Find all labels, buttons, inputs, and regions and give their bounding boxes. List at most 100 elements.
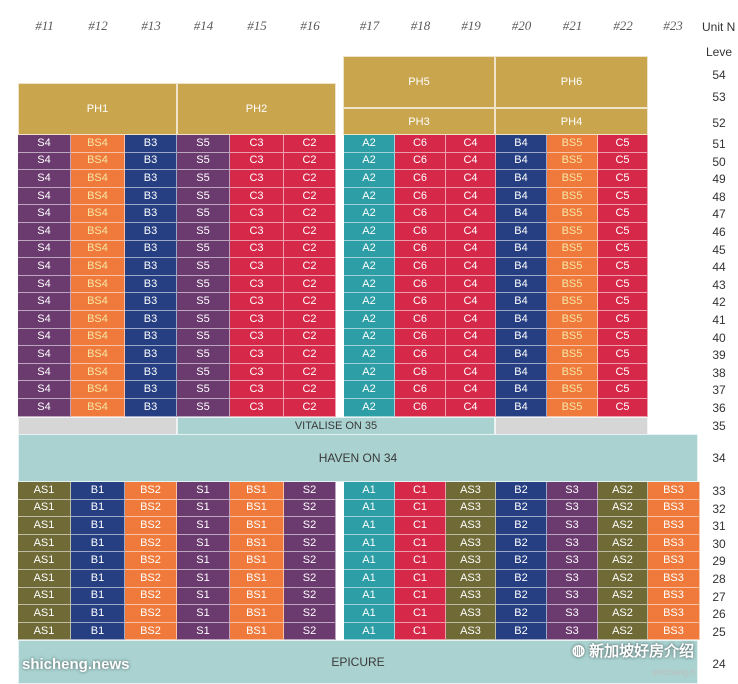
unit-cell: C6 [395,152,446,171]
penthouse-ph4: PH4 [495,108,648,135]
unit-cell: B4 [496,346,547,364]
unit-cell: C2 [284,399,336,417]
unit-cell: C6 [395,223,446,241]
level-label: 29 [712,554,726,569]
unit-cell: BS5 [547,399,598,417]
unit-cell: B4 [496,293,547,311]
unit-cell: BS5 [547,152,598,171]
unit-cell: A1 [344,482,395,500]
unit-cell: AS1 [18,482,71,500]
unit-cell: S2 [284,482,336,500]
unit-cell: S1 [177,517,230,535]
unit-cell: A1 [344,605,395,623]
unit-cell: B1 [71,605,125,623]
unit-cell: C4 [446,363,496,382]
unit-cell: B3 [125,240,177,259]
unit-cell: S4 [18,187,71,206]
unit-cell: S3 [547,587,598,606]
level-label: 34 [712,451,726,465]
unit-cell: BS2 [125,517,177,535]
unit-cell: BS5 [547,258,598,276]
stack-header: #15 [247,18,267,33]
unit-cell: C2 [284,223,336,241]
unit-cell: BS2 [125,622,177,641]
unit-cell: BS3 [648,552,700,570]
unit-cell: C6 [395,135,446,153]
unit-cell: BS5 [547,363,598,382]
unit-cell: B1 [71,552,125,570]
level-label: 49 [712,172,726,187]
unit-cell: S3 [547,534,598,553]
unit-cell: BS1 [230,570,284,588]
unit-cell: BS5 [547,170,598,188]
penthouse-ph3: PH3 [343,108,495,135]
unit-cell: C4 [446,311,496,329]
unit-cell: AS3 [446,499,496,518]
unit-cell: B3 [125,399,177,417]
unit-cell: S3 [547,570,598,588]
unit-cell: C6 [395,293,446,311]
unit-cell: C5 [598,293,648,311]
unit-cell: C3 [230,187,284,206]
unit-cell: C4 [446,399,496,417]
unit-cell: AS1 [18,517,71,535]
unit-cell: A2 [344,275,395,294]
level-label: 41 [712,313,726,327]
unit-cell: AS1 [18,622,71,641]
unit-cell: C1 [395,605,446,623]
unit-cell: B4 [496,223,547,241]
unit-cell: AS2 [598,622,648,641]
unit-cell: BS4 [71,223,125,241]
unit-cell: C5 [598,328,648,347]
unit-cell: C3 [230,293,284,311]
level-label: 51 [712,137,726,151]
penthouse-ph1: PH1 [18,83,177,135]
unit-cell: S1 [177,570,230,588]
unit-cell: BS2 [125,534,177,553]
unit-cell: C2 [284,275,336,294]
unit-cell: B3 [125,275,177,294]
stack-header: #17 [359,18,380,33]
stack-header: #20 [511,18,532,33]
unit-cell: C5 [598,258,648,276]
unit-cell: BS3 [648,499,700,518]
unit-cell: B4 [496,381,547,399]
unit-cell: S5 [177,328,230,347]
unit-cell: AS3 [446,482,496,500]
unit-cell: C5 [598,170,648,188]
level-label: 31 [712,519,726,534]
unit-cell: BS4 [71,346,125,364]
unit-cell: B3 [125,152,177,171]
unit-cell: BS5 [547,275,598,294]
unit-cell: BS2 [125,570,177,588]
unit-cell: C6 [395,240,446,259]
unit-cell: A2 [344,170,395,188]
unit-cell: C3 [230,311,284,329]
unit-cell: C2 [284,170,336,188]
unit-cell: S4 [18,223,71,241]
unit-cell: B3 [125,363,177,382]
unit-cell: S1 [177,482,230,500]
stack-header: #22 [613,18,633,33]
unit-cell: S5 [177,135,230,153]
level-label: 38 [712,365,726,380]
unit-cell: C1 [395,482,446,500]
unit-cell: AS2 [598,552,648,570]
unit-cell: A2 [344,399,395,417]
unit-cell: C4 [446,170,496,188]
unit-cell: AS2 [598,605,648,623]
level-label: 24 [712,657,726,671]
unit-cell: C2 [284,311,336,329]
unit-cell: A2 [344,187,395,206]
unit-cell: B3 [125,293,177,311]
unit-cell: S5 [177,152,230,171]
unit-cell: BS4 [71,135,125,153]
unit-cell: BS2 [125,552,177,570]
unit-cell: BS1 [230,622,284,641]
unit-cell: BS3 [648,587,700,606]
unit-column-header: Unit N [702,20,736,34]
unit-cell: C4 [446,152,496,171]
level-label: 36 [712,401,726,415]
unit-cell: C5 [598,240,648,259]
unit-cell: S4 [18,275,71,294]
